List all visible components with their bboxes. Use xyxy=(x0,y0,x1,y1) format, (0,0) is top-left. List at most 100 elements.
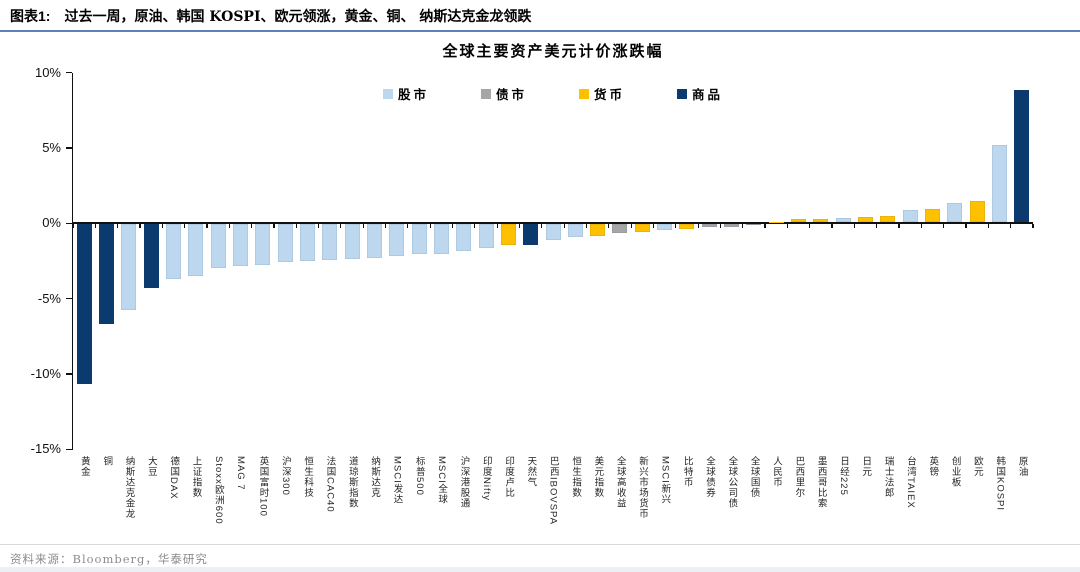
legend-label: 股市 xyxy=(397,87,429,102)
chart-bar xyxy=(500,224,516,245)
figure-title: 过去一周，原油、韩国 KOSPI、欧元领涨，黄金、铜、 纳斯达克金龙领跌 xyxy=(64,9,532,25)
chart-bar xyxy=(992,145,1007,223)
x-axis-category-tick xyxy=(764,224,766,228)
legend-swatch-bond-icon xyxy=(480,88,491,99)
y-axis-tick-label: 5% xyxy=(42,139,61,155)
x-axis-label: 道琼斯指数 xyxy=(346,456,358,509)
chart-bar xyxy=(612,224,628,234)
legend-label: 商品 xyxy=(692,87,724,102)
x-axis-category-tick xyxy=(541,224,543,228)
x-axis-label: 英国富时100 xyxy=(257,456,269,518)
x-axis-category-tick xyxy=(675,224,677,228)
x-axis-label: 恒生指数 xyxy=(570,456,582,499)
legend-swatch-currency-icon xyxy=(579,88,589,99)
x-axis-category-tick xyxy=(72,224,74,228)
chart-bar xyxy=(121,224,137,311)
x-axis-label: 大豆 xyxy=(145,456,157,478)
x-axis-label: MSCI新兴 xyxy=(659,456,671,506)
figure-number: 图表1: xyxy=(10,8,51,24)
chart-bar xyxy=(679,224,695,229)
chart-bar xyxy=(925,208,941,223)
chart-bar xyxy=(1014,89,1030,223)
chart-bar xyxy=(768,221,784,223)
y-axis-tick xyxy=(65,222,72,225)
x-axis-label: 巴西里尔 xyxy=(793,456,805,499)
x-axis-baseline xyxy=(73,222,1033,225)
x-axis-category-tick xyxy=(898,224,900,228)
chart-bar xyxy=(433,224,449,254)
y-axis-tick-label: -10% xyxy=(30,366,61,381)
y-axis-tick-label: -15% xyxy=(30,441,61,457)
x-axis-category-tick xyxy=(384,224,387,228)
x-axis-label: 上证指数 xyxy=(190,456,202,499)
x-axis-label: 全球公司债 xyxy=(726,456,738,509)
x-axis-category-tick xyxy=(429,224,431,228)
x-axis-label: 全球债券 xyxy=(704,456,716,499)
chart-bar xyxy=(255,224,271,265)
x-axis-label: 全球高收益 xyxy=(614,456,626,509)
chart-bar xyxy=(322,224,338,260)
x-axis-category-tick xyxy=(831,224,833,228)
chart-bar xyxy=(880,216,896,223)
x-axis-category-tick xyxy=(585,224,588,228)
x-axis-label: 法国CAC40 xyxy=(324,456,336,513)
x-axis-label: 纳斯达克 xyxy=(369,456,381,499)
chart-bar xyxy=(969,201,985,223)
legend-swatch-commodity-icon xyxy=(677,88,688,99)
chart-bar xyxy=(523,224,539,245)
x-axis-category-tick xyxy=(853,224,855,228)
source-divider xyxy=(0,544,1080,545)
y-axis-line xyxy=(71,72,73,451)
chart-bar xyxy=(188,224,204,276)
x-axis-label: 天然气 xyxy=(525,456,537,488)
y-axis-tick xyxy=(65,147,72,149)
chart-bar xyxy=(98,224,114,324)
chart-bar xyxy=(947,203,963,223)
x-axis-category-tick xyxy=(273,224,275,228)
x-axis-category-tick xyxy=(362,224,364,228)
x-axis-category-tick xyxy=(407,224,409,228)
chart-bar xyxy=(724,224,740,228)
x-axis-label: MAG 7 xyxy=(235,456,247,491)
y-axis-tick xyxy=(65,373,72,375)
x-axis-category-tick xyxy=(117,224,119,228)
x-axis-label: Stoxx欧洲600 xyxy=(212,456,224,525)
y-axis-tick xyxy=(65,448,72,451)
x-axis-label: 美元指数 xyxy=(592,456,604,499)
x-axis-label: 铜 xyxy=(101,456,113,467)
chart-bar xyxy=(210,224,226,268)
chart-bar xyxy=(835,217,851,223)
chart-bar xyxy=(76,224,92,385)
legend-item-bond: 债市 xyxy=(480,84,527,103)
x-axis-label: 英镑 xyxy=(927,456,939,478)
x-axis-category-tick xyxy=(786,224,788,228)
x-axis-label: 台湾TAIEX xyxy=(904,456,916,510)
chart-legend: 股市 债市 货币 商品 xyxy=(0,84,1080,103)
chart-bar xyxy=(791,219,807,223)
figure-caption: 图表1: 过去一周，原油、韩国 KOSPI、欧元领涨，黄金、铜、 纳斯达克金龙领跌 xyxy=(10,6,531,26)
legend-swatch-equity-icon xyxy=(382,88,393,99)
chart-bar xyxy=(590,224,606,236)
x-axis-category-tick xyxy=(295,224,297,228)
x-axis-category-tick xyxy=(1032,224,1034,228)
chart-bar xyxy=(813,218,829,223)
x-axis-category-tick xyxy=(496,224,498,228)
chart-bar xyxy=(299,224,315,262)
chart-bar xyxy=(456,224,472,251)
header-underline xyxy=(0,30,1080,32)
chart-bar xyxy=(545,224,561,241)
x-axis-category-tick xyxy=(317,224,320,228)
chart-bar xyxy=(232,224,248,267)
y-axis-tick-label: 0% xyxy=(42,215,61,231)
chart-bar xyxy=(344,224,360,259)
chart-bar xyxy=(634,224,650,232)
x-axis-label: 巴西IBOVSPA xyxy=(547,456,559,526)
x-axis-category-tick xyxy=(920,224,922,228)
x-axis-category-tick xyxy=(139,224,141,228)
chart-bar xyxy=(657,224,673,231)
chart-bar xyxy=(902,210,918,223)
x-axis-category-tick xyxy=(518,224,521,228)
x-axis-label: 印度Nifty xyxy=(480,456,492,502)
x-axis-category-tick xyxy=(876,224,878,228)
